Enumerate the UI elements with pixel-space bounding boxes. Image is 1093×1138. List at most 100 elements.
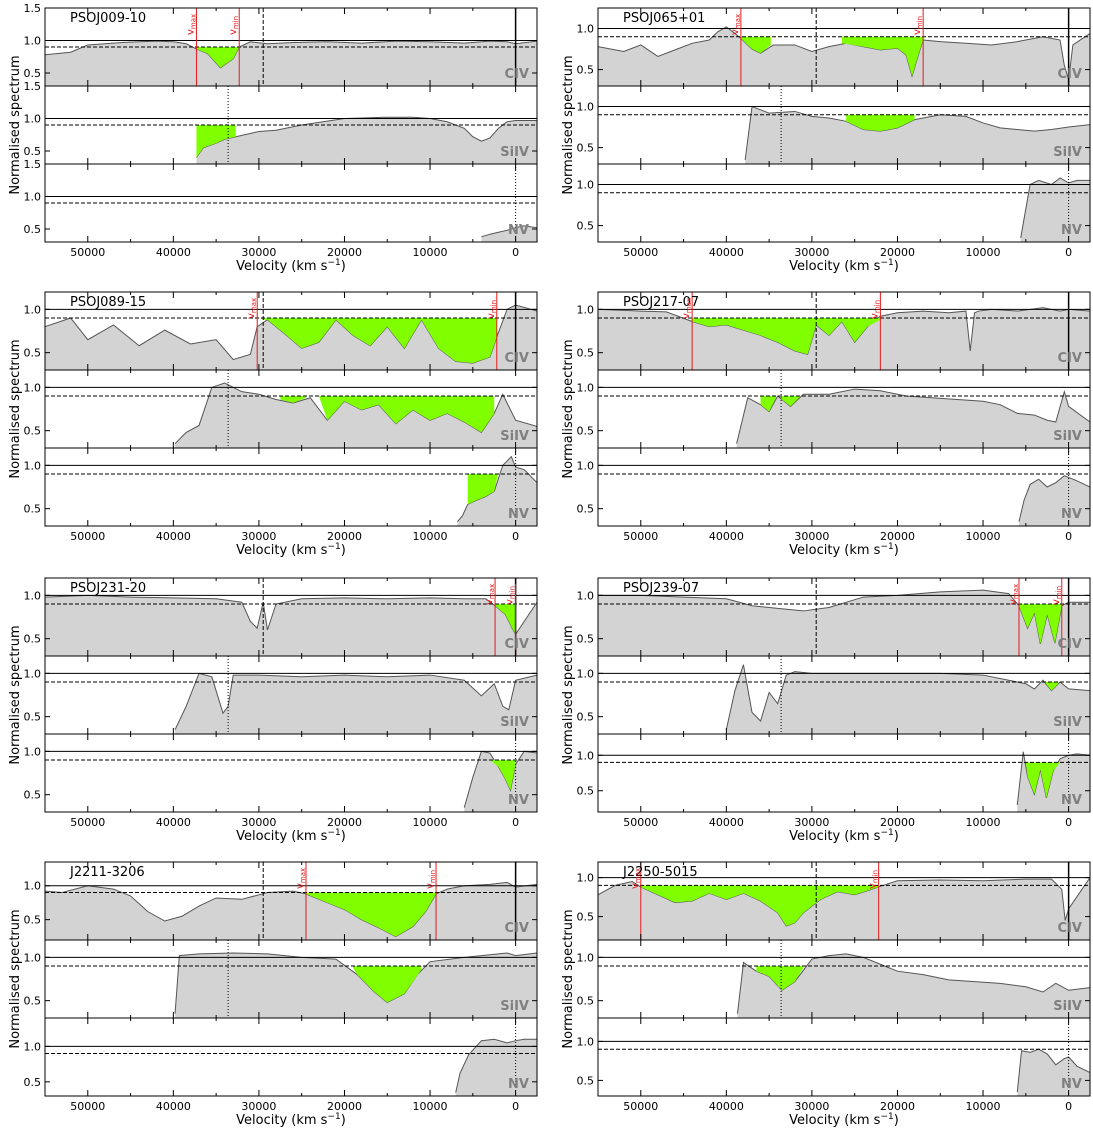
- absorption-trough-civ-1: [841, 36, 924, 77]
- y-tick-label: 1.0: [577, 23, 595, 36]
- panel-frame: [44, 163, 538, 243]
- x-tick-label: 10000: [413, 246, 448, 259]
- y-tick-label: 0.5: [24, 503, 42, 516]
- ion-label-civ: CIV: [1058, 351, 1082, 366]
- y-tick-label: 0.5: [577, 64, 595, 77]
- ion-label-siiv: SiIV: [500, 145, 529, 160]
- ion-label-civ: CIV: [1058, 67, 1082, 82]
- y-tick-label: 1.0: [577, 872, 595, 885]
- spectrum-line-siiv: [196, 116, 537, 158]
- panel-nv: 1.0 0.5 NV: [24, 733, 538, 813]
- y-tick-label: 1.0: [24, 1040, 42, 1053]
- panel-siiv: 1.0 0.5 SiIV: [577, 85, 1091, 165]
- spectrum-line-siiv: [736, 388, 1090, 444]
- x-tick-label: 30000: [241, 246, 276, 259]
- y-tick-label: 0.5: [577, 425, 595, 438]
- spectrum-fill-siiv: [196, 117, 537, 164]
- absorption-trough-civ-0: [263, 318, 497, 364]
- x-tick-label: 0: [512, 816, 519, 829]
- y-axis-label: Normalised spectrum: [8, 909, 23, 1048]
- subplot-psoj089-15: 0.5 1.0 CIV 0.5 1.0 SiIV 1.0 0.5 NV PSOJ089-15 vma…: [8, 291, 538, 558]
- ion-label-siiv: SiIV: [1053, 715, 1082, 730]
- panel-frame: [597, 447, 1091, 527]
- panel-plot-area: [45, 86, 537, 164]
- spectrum-fill-siiv: [175, 953, 537, 1018]
- y-tick-label: 1.0: [24, 667, 42, 680]
- panel-civ: 0.5 1.0 CIV: [24, 861, 538, 941]
- x-tick-label: 50000: [70, 530, 105, 543]
- y-tick-label: 0.5: [24, 223, 42, 236]
- x-tick-label: 0: [1065, 246, 1072, 259]
- x-tick-label: 10000: [966, 246, 1001, 259]
- absorption-trough-nv-0: [1025, 762, 1061, 798]
- x-tick-label: 20000: [880, 816, 915, 829]
- x-tick-label: 50000: [623, 246, 658, 259]
- vmin-label: vmin: [486, 300, 498, 319]
- panel-frame: [44, 733, 538, 813]
- x-tick-label: 0: [1065, 1100, 1072, 1113]
- y-tick-label: 1.0: [577, 1035, 595, 1048]
- spectrum-line-civ: [45, 304, 537, 364]
- x-axis-label: Velocity (km s−1): [236, 1112, 346, 1128]
- ion-label-siiv: SiIV: [1053, 145, 1082, 160]
- y-tick-label: 1.0: [577, 589, 595, 602]
- absorption-trough-siiv-0: [280, 396, 306, 403]
- vmax-label: vmax: [681, 298, 693, 319]
- y-tick-label: 0.5: [24, 425, 42, 438]
- panel-plot-area: [45, 656, 537, 734]
- y-tick-label: 0.5: [577, 503, 595, 516]
- ion-label-nv: NV: [508, 1077, 529, 1092]
- panel-frame: [44, 447, 538, 527]
- x-axis-label: Velocity (km s−1): [236, 258, 346, 274]
- vmax-label: vmax: [730, 14, 742, 35]
- spectrum-line-siiv: [174, 382, 537, 445]
- x-tick-label: 20000: [327, 246, 362, 259]
- y-tick-label: 1.0: [577, 749, 595, 762]
- absorption-trough-siiv-0: [1044, 682, 1059, 691]
- panel-nv: 1.0 0.5 NV: [577, 447, 1091, 527]
- y-tick-label: 1.0: [24, 951, 42, 964]
- panel-civ: 0.5 1.0 CIV: [577, 7, 1091, 87]
- y-tick-label: 1.5: [24, 80, 42, 93]
- panel-civ: 0.5 1.0 CIV: [577, 861, 1091, 941]
- spectrum-fill-nv: [1020, 177, 1090, 242]
- panel-plot-area: [45, 8, 537, 86]
- y-tick-label: 0.5: [577, 785, 595, 798]
- vmax-label: vmax: [185, 14, 197, 35]
- panel-siiv: 1.0 0.5 SiIV: [24, 939, 538, 1019]
- ion-label-civ: CIV: [1058, 921, 1082, 936]
- absorption-trough-civ-0: [640, 885, 879, 926]
- y-tick-label: 1.0: [577, 101, 595, 114]
- panel-frame: [44, 1017, 538, 1097]
- ion-label-nv: NV: [508, 507, 529, 522]
- spectrum-line-nv: [481, 225, 537, 238]
- y-tick-label: 0.5: [577, 220, 595, 233]
- panel-nv: 0.5 1.0 1.5 NV: [24, 158, 538, 243]
- vmax-label: vmax: [484, 584, 496, 605]
- panel-plot-area: [598, 86, 1090, 164]
- vmin-label: vmin: [228, 16, 240, 35]
- spectrum-fill-nv: [464, 751, 537, 812]
- vmin-label: vmin: [912, 16, 924, 35]
- x-tick-label: 20000: [327, 816, 362, 829]
- subplot-psoj009-10: 0.5 1.0 1.5 CIV 0.5 1.0 1.5 SiIV 0.5 1.0 1.5 NV PSOJ…: [8, 2, 538, 274]
- y-tick-label: 1.0: [24, 113, 42, 126]
- panel-plot-area: [598, 862, 1090, 940]
- y-tick-label: 0.5: [577, 142, 595, 155]
- ion-label-nv: NV: [1061, 507, 1082, 522]
- x-tick-label: 10000: [413, 816, 448, 829]
- y-tick-label: 1.0: [577, 303, 595, 316]
- panel-plot-area: [598, 578, 1090, 656]
- panel-frame: [597, 733, 1091, 813]
- vmax-label: vmax: [246, 298, 258, 319]
- x-tick-label: 0: [1065, 530, 1072, 543]
- spectrum-fill-civ: [598, 307, 1090, 370]
- subplot-psoj231-20: 0.5 1.0 CIV 1.0 0.5 SiIV 1.0 0.5 NV PSOJ231-20 vma…: [8, 577, 538, 844]
- spectrum-line-civ: [45, 40, 537, 69]
- ion-label-civ: CIV: [505, 921, 529, 936]
- y-tick-label: 1.0: [24, 459, 42, 472]
- subplot-j2250-5015: 0.5 1.0 CIV 1.0 0.5 SiIV 1.0 0.5 NV J2250-5015vma…: [561, 861, 1091, 1128]
- quasar-name: J2211-3206: [69, 865, 145, 880]
- spectrum-line-civ: [45, 881, 537, 938]
